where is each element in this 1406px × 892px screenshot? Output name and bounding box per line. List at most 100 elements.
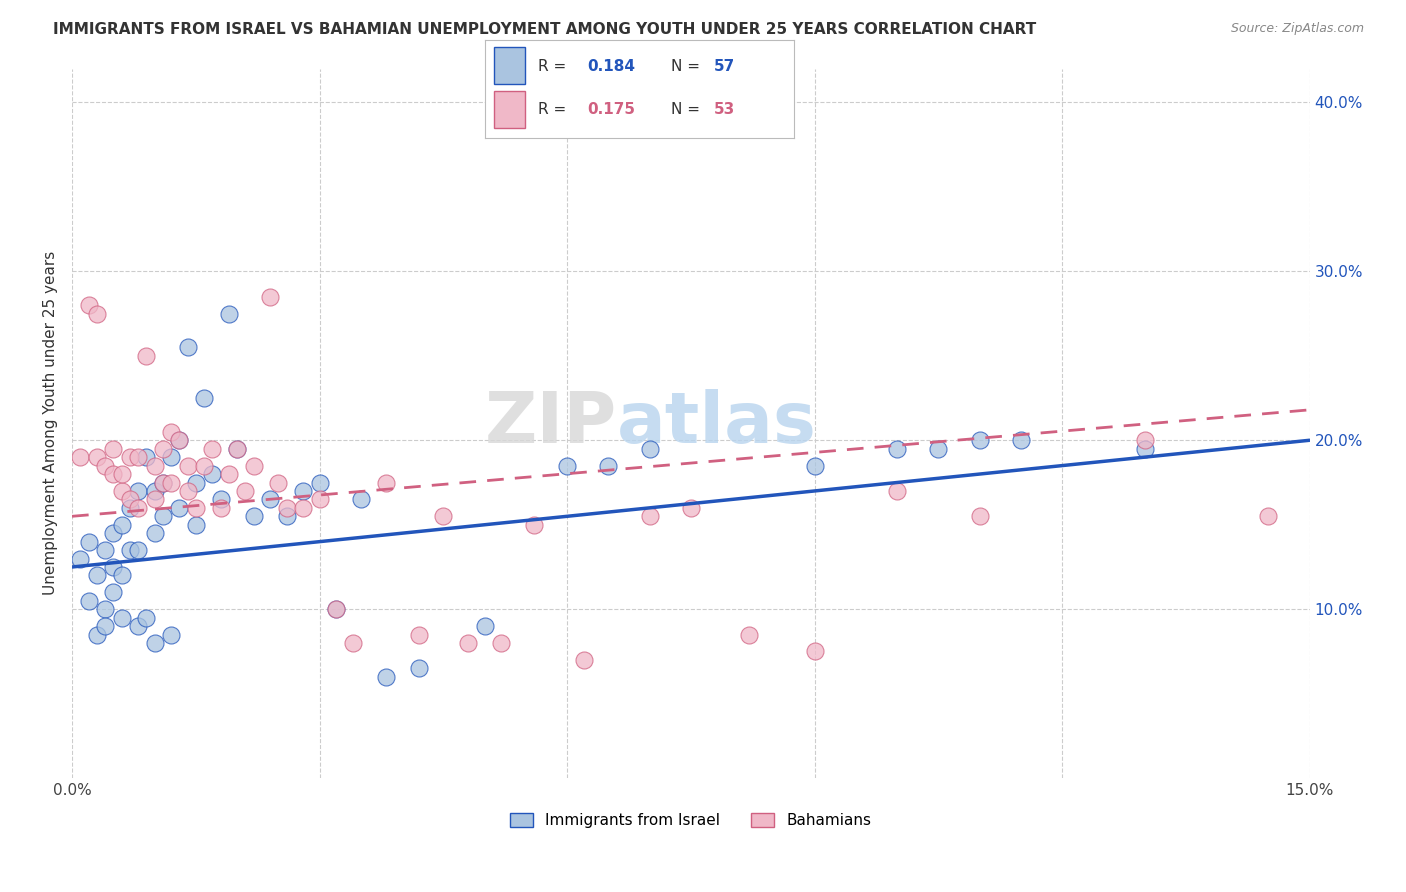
Point [886, 483, 908, 498]
Point [152, 509, 174, 524]
Point [350, 492, 373, 507]
Point [408, 627, 430, 641]
Point [267, 475, 290, 490]
Point [292, 500, 315, 515]
Point [325, 602, 347, 616]
Point [103, 526, 125, 541]
Point [110, 568, 132, 582]
Point [152, 442, 174, 456]
Point [127, 483, 149, 498]
Point [969, 434, 991, 448]
Point [118, 450, 141, 465]
Point [276, 509, 298, 524]
Point [118, 500, 141, 515]
Point [135, 610, 157, 624]
Point [135, 349, 157, 363]
Point [184, 475, 207, 490]
Point [259, 290, 281, 304]
Point [226, 442, 249, 456]
Point [276, 500, 298, 515]
Point [969, 509, 991, 524]
Point [572, 653, 595, 667]
Point [103, 585, 125, 599]
Point [679, 500, 702, 515]
Point [94, 543, 117, 558]
Legend: Immigrants from Israel, Bahamians: Immigrants from Israel, Bahamians [505, 807, 877, 834]
Text: ZIP: ZIP [484, 389, 616, 458]
Point [209, 492, 232, 507]
Point [94, 619, 117, 633]
Point [167, 434, 190, 448]
Point [77, 534, 100, 549]
Point [218, 467, 240, 481]
Point [226, 442, 249, 456]
Point [103, 560, 125, 574]
Point [86, 306, 108, 320]
Point [201, 442, 224, 456]
Point [308, 492, 330, 507]
Point [259, 492, 281, 507]
Point [184, 500, 207, 515]
Point [638, 509, 661, 524]
Point [86, 450, 108, 465]
Point [103, 442, 125, 456]
Point [1257, 509, 1279, 524]
Point [737, 627, 759, 641]
Point [152, 475, 174, 490]
Point [110, 517, 132, 532]
Point [555, 458, 578, 473]
Text: R =: R = [537, 103, 571, 118]
Point [94, 602, 117, 616]
Text: atlas: atlas [616, 389, 817, 458]
Point [143, 492, 166, 507]
Point [374, 670, 396, 684]
Text: R =: R = [537, 59, 571, 74]
Point [176, 483, 198, 498]
Text: 0.184: 0.184 [588, 59, 636, 74]
Point [1010, 434, 1032, 448]
Text: 53: 53 [714, 103, 735, 118]
Point [218, 306, 240, 320]
Point [1133, 434, 1156, 448]
Point [638, 442, 661, 456]
Point [242, 509, 264, 524]
Point [432, 509, 454, 524]
Point [127, 543, 149, 558]
Text: 0.175: 0.175 [588, 103, 636, 118]
Y-axis label: Unemployment Among Youth under 25 years: Unemployment Among Youth under 25 years [44, 252, 58, 596]
Point [292, 483, 315, 498]
Point [193, 391, 215, 405]
Point [152, 475, 174, 490]
Point [160, 627, 183, 641]
Point [135, 450, 157, 465]
Point [86, 627, 108, 641]
Point [69, 450, 91, 465]
Point [489, 636, 512, 650]
Point [127, 500, 149, 515]
Point [408, 661, 430, 675]
Point [110, 610, 132, 624]
Point [127, 619, 149, 633]
Point [143, 526, 166, 541]
Point [201, 467, 224, 481]
Point [209, 500, 232, 515]
Point [110, 467, 132, 481]
Point [167, 500, 190, 515]
Point [927, 442, 949, 456]
Point [803, 644, 825, 658]
Point [167, 434, 190, 448]
Point [118, 543, 141, 558]
Point [127, 450, 149, 465]
FancyBboxPatch shape [495, 47, 526, 85]
Point [184, 517, 207, 532]
Point [308, 475, 330, 490]
Point [598, 458, 620, 473]
Point [803, 458, 825, 473]
Point [886, 442, 908, 456]
Point [77, 298, 100, 312]
Point [342, 636, 364, 650]
FancyBboxPatch shape [495, 91, 526, 128]
Point [176, 458, 198, 473]
Point [233, 483, 256, 498]
Point [193, 458, 215, 473]
